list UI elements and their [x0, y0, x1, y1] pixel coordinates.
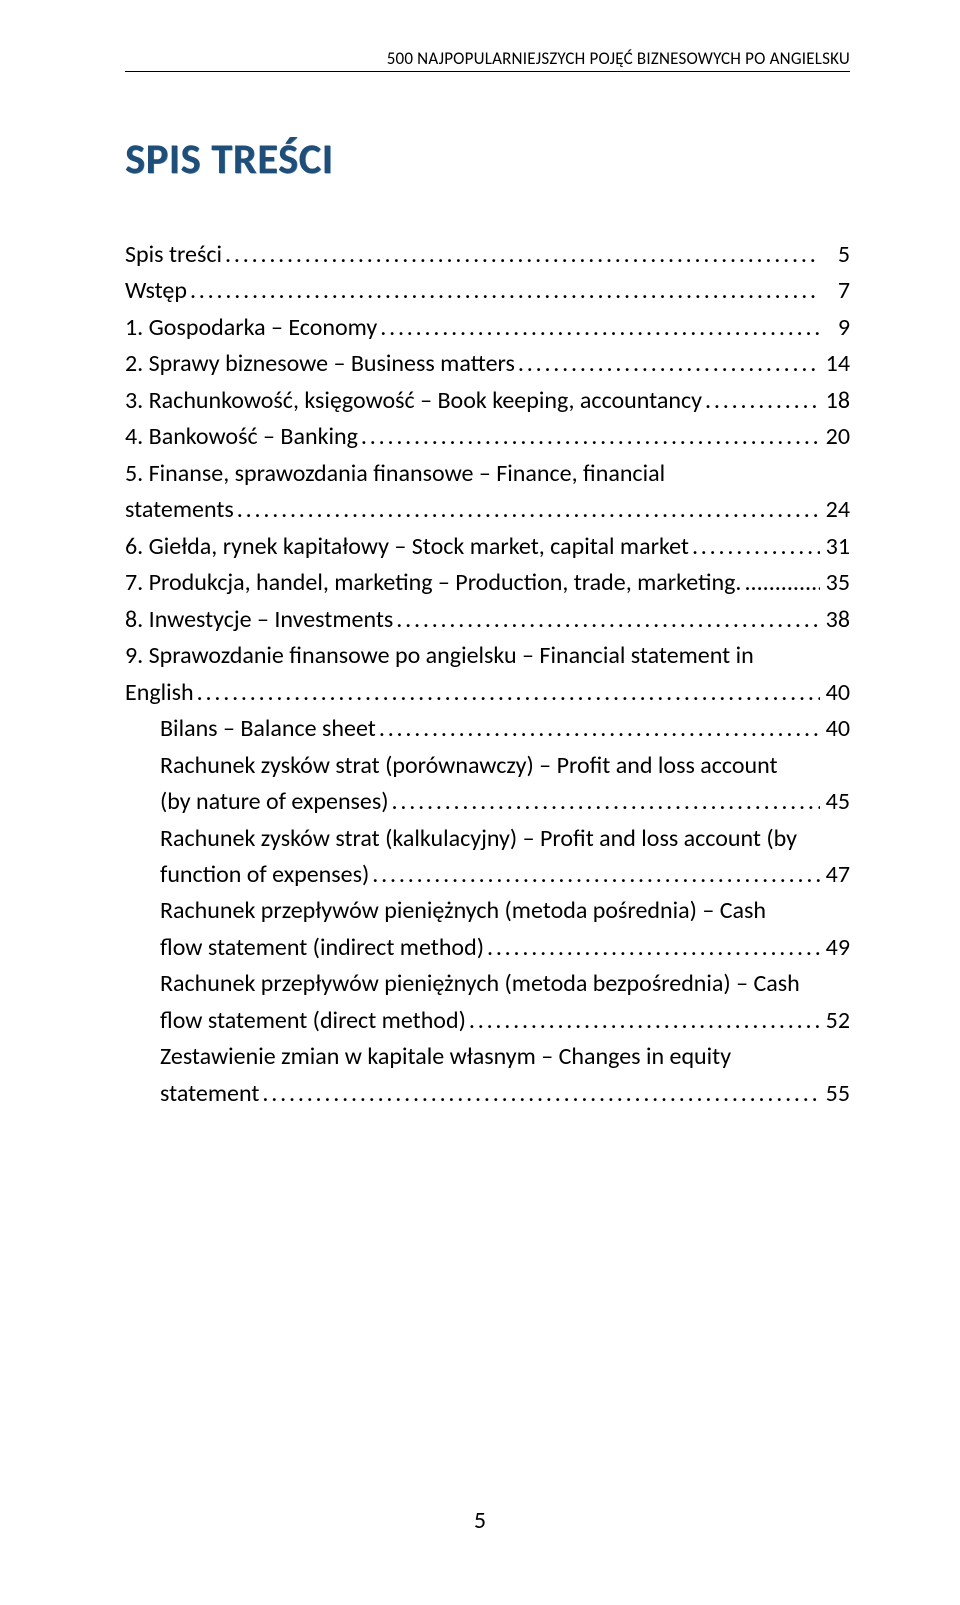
toc-entry-text: 5. Finanse, sprawozdania finansowe – Fin…: [125, 456, 665, 492]
toc-entry: flow statement (direct method) 52: [125, 1003, 850, 1039]
toc-entry-page: 31: [820, 529, 850, 565]
toc-entry-page: 55: [820, 1076, 850, 1112]
dot-leader: [702, 383, 820, 419]
table-of-contents: Spis treści5Wstęp71. Gospodarka – Econom…: [125, 237, 850, 1112]
dot-leader: [259, 1076, 820, 1112]
dot-leader: [741, 565, 820, 601]
toc-entry: 1. Gospodarka – Economy 9: [125, 310, 850, 346]
toc-entry: 7. Produkcja, handel, marketing – Produc…: [125, 565, 850, 601]
toc-entry-text: English: [125, 675, 194, 711]
toc-entry: Rachunek przepływów pieniężnych (metoda …: [125, 966, 850, 1002]
toc-entry: 4. Bankowość – Banking 20: [125, 419, 850, 455]
toc-entry-text: Rachunek zysków strat (kalkulacyjny) – P…: [160, 821, 797, 857]
toc-entry-text: function of expenses): [160, 857, 369, 893]
toc-entry: Rachunek zysków strat (kalkulacyjny) – P…: [125, 821, 850, 857]
dot-leader: [484, 930, 820, 966]
dot-leader: [689, 529, 820, 565]
toc-entry-text: 3. Rachunkowość, księgowość – Book keepi…: [125, 383, 702, 419]
toc-entry-text: flow statement (indirect method): [160, 930, 484, 966]
toc-entry-text: Rachunek przepływów pieniężnych (metoda …: [160, 893, 766, 929]
toc-entry-text: 6. Giełda, rynek kapitałowy – Stock mark…: [125, 529, 689, 565]
toc-entry-text: statements: [125, 492, 234, 528]
toc-entry-page: 5: [820, 237, 850, 273]
dot-leader: [389, 784, 820, 820]
toc-entry-text: (by nature of expenses): [160, 784, 389, 820]
toc-entry-page: 20: [820, 419, 850, 455]
toc-entry: 9. Sprawozdanie finansowe po angielsku –…: [125, 638, 850, 674]
dot-leader: [194, 675, 820, 711]
dot-leader: [234, 492, 820, 528]
toc-entry-page: 9: [820, 310, 850, 346]
toc-entry-page: 7: [820, 273, 850, 309]
page-number: 5: [0, 1506, 960, 1535]
toc-entry-page: 45: [820, 784, 850, 820]
toc-entry-page: 24: [820, 492, 850, 528]
toc-entry-text: 1. Gospodarka – Economy: [125, 310, 377, 346]
toc-entry: 8. Inwestycje – Investments 38: [125, 602, 850, 638]
toc-entry-text: 8. Inwestycje – Investments: [125, 602, 393, 638]
toc-entry-page: 47: [820, 857, 850, 893]
toc-entry: Zestawienie zmian w kapitale własnym – C…: [125, 1039, 850, 1075]
toc-entry-page: 35: [820, 565, 850, 601]
toc-entry-page: 40: [820, 711, 850, 747]
toc-entry-page: 52: [820, 1003, 850, 1039]
dot-leader: [466, 1003, 820, 1039]
toc-entry-text: 7. Produkcja, handel, marketing – Produc…: [125, 565, 741, 601]
toc-entry-text: 9. Sprawozdanie finansowe po angielsku –…: [125, 638, 754, 674]
dot-leader: [358, 419, 820, 455]
toc-entry-text: 4. Bankowość – Banking: [125, 419, 358, 455]
toc-entry-text: statement: [160, 1076, 259, 1112]
header-rule: [125, 71, 850, 72]
toc-entry: 6. Giełda, rynek kapitałowy – Stock mark…: [125, 529, 850, 565]
toc-entry: 2. Sprawy biznesowe – Business matters 14: [125, 346, 850, 382]
document-page: 500 NAJPOPULARNIEJSZYCH POJĘĆ BIZNESOWYC…: [0, 0, 960, 1605]
toc-entry: flow statement (indirect method) 49: [125, 930, 850, 966]
dot-leader: [393, 602, 820, 638]
toc-entry-page: 40: [820, 675, 850, 711]
toc-entry-text: Rachunek zysków strat (porównawczy) – Pr…: [160, 748, 778, 784]
dot-leader: [376, 711, 820, 747]
toc-entry-page: 14: [820, 346, 850, 382]
toc-entry-text: Wstęp: [125, 273, 187, 309]
dot-leader: [369, 857, 820, 893]
dot-leader: [187, 273, 820, 309]
toc-entry: Wstęp 7: [125, 273, 850, 309]
toc-entry: 5. Finanse, sprawozdania finansowe – Fin…: [125, 456, 850, 492]
dot-leader: [515, 346, 820, 382]
toc-entry: (by nature of expenses) 45: [125, 784, 850, 820]
toc-entry-text: Bilans – Balance sheet: [160, 711, 376, 747]
toc-entry-page: 49: [820, 930, 850, 966]
toc-entry: Rachunek zysków strat (porównawczy) – Pr…: [125, 748, 850, 784]
toc-entry: Bilans – Balance sheet 40: [125, 711, 850, 747]
toc-entry: statement 55: [125, 1076, 850, 1112]
toc-entry-text: Zestawienie zmian w kapitale własnym – C…: [160, 1039, 731, 1075]
running-header: 500 NAJPOPULARNIEJSZYCH POJĘĆ BIZNESOWYC…: [125, 48, 850, 69]
toc-entry-text: 2. Sprawy biznesowe – Business matters: [125, 346, 515, 382]
toc-entry-page: 18: [820, 383, 850, 419]
dot-leader: [377, 310, 820, 346]
toc-entry: English 40: [125, 675, 850, 711]
toc-entry-text: Spis treści: [125, 237, 222, 273]
toc-entry-text: Rachunek przepływów pieniężnych (metoda …: [160, 966, 800, 1002]
toc-entry: Spis treści 5: [125, 237, 850, 273]
toc-entry-page: 38: [820, 602, 850, 638]
page-title: SPIS TREŚCI: [125, 134, 850, 185]
dot-leader: [222, 237, 820, 273]
toc-entry: statements 24: [125, 492, 850, 528]
toc-entry-text: flow statement (direct method): [160, 1003, 466, 1039]
toc-entry: function of expenses) 47: [125, 857, 850, 893]
toc-entry: Rachunek przepływów pieniężnych (metoda …: [125, 893, 850, 929]
toc-entry: 3. Rachunkowość, księgowość – Book keepi…: [125, 383, 850, 419]
